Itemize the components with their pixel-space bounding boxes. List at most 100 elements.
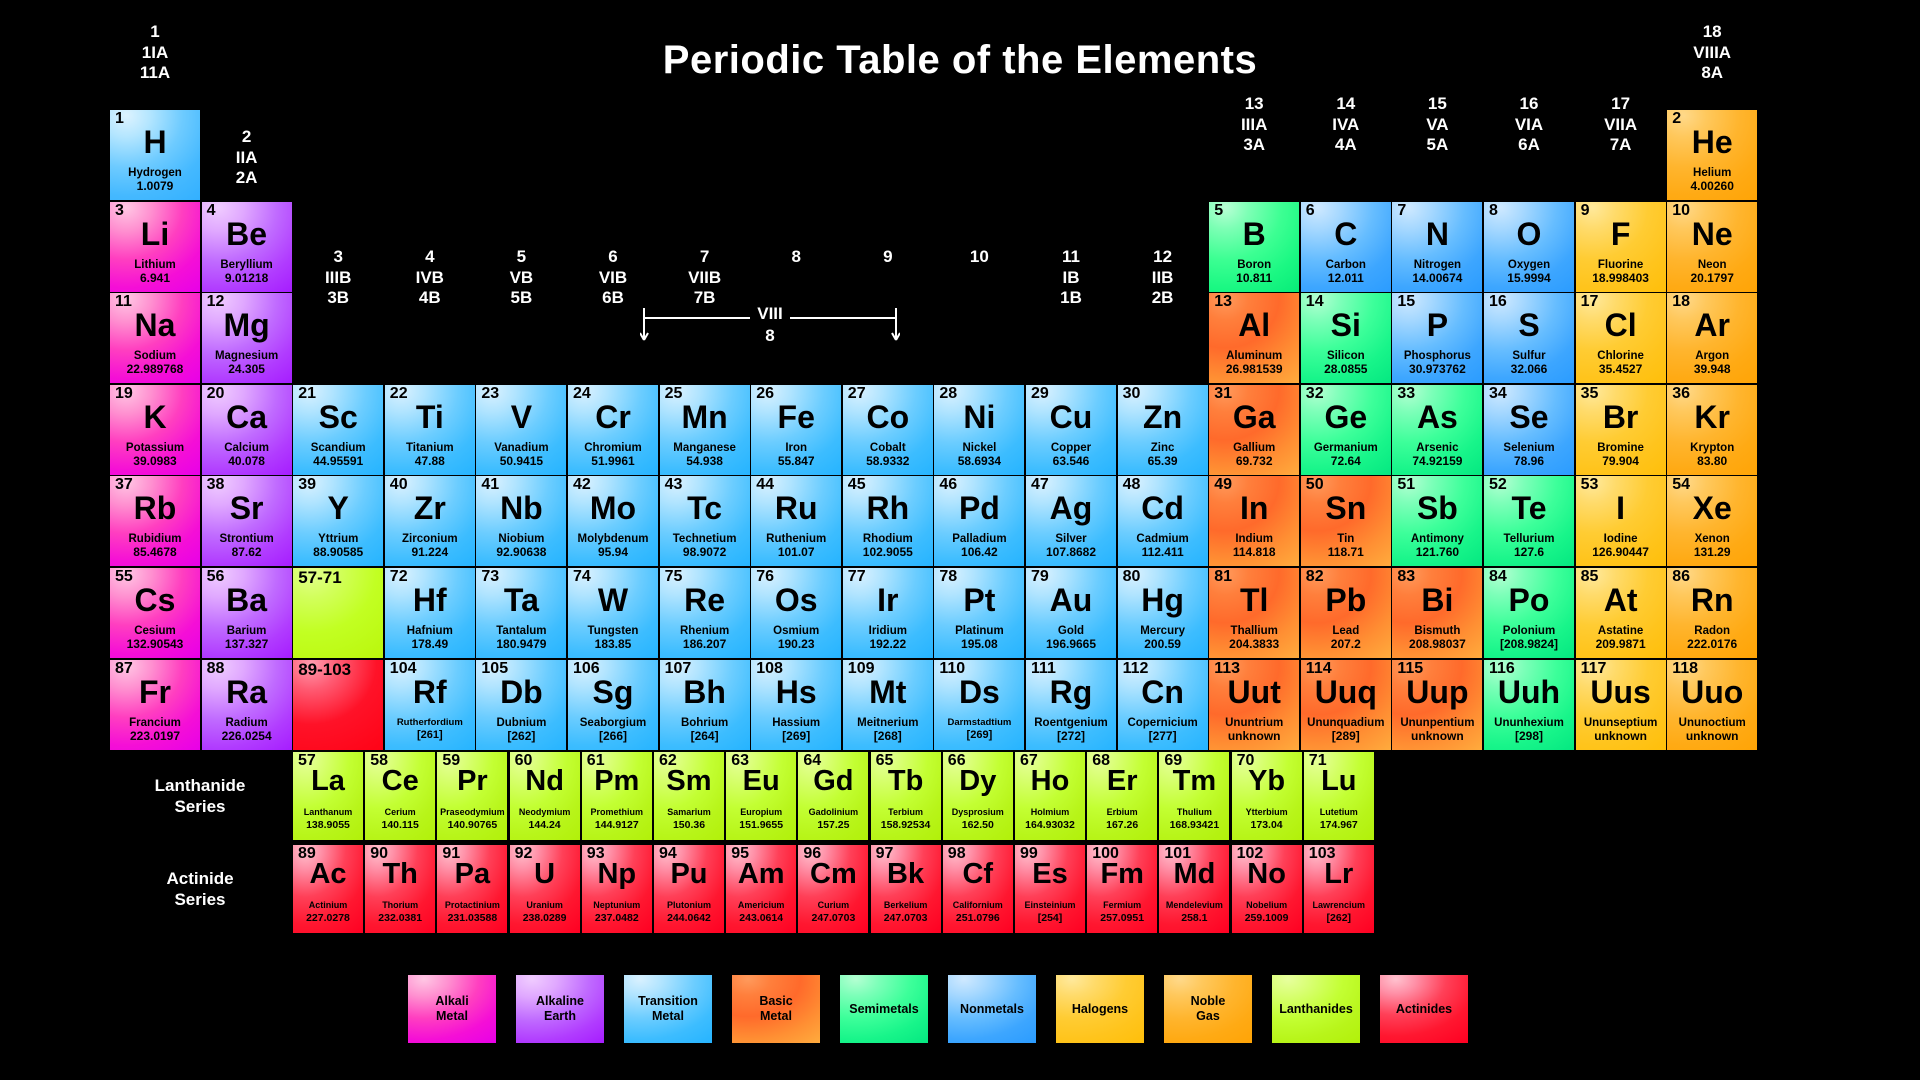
- element-cell-lr[interactable]: 103 Lr Lawrencium [262]: [1303, 845, 1374, 933]
- element-cell-es[interactable]: 99 Es Einsteinium [254]: [1015, 845, 1085, 933]
- element-cell-fe[interactable]: 26 Fe Iron 55.847: [751, 384, 842, 475]
- element-cell-cn[interactable]: 112 Cn Copernicium [277]: [1117, 659, 1208, 750]
- element-cell-bh[interactable]: 107 Bh Bohrium [264]: [659, 659, 750, 750]
- element-cell-w[interactable]: 74 W Tungsten 183.85: [568, 568, 658, 658]
- element-cell-th[interactable]: 90 Th Thorium 232.0381: [365, 845, 436, 933]
- legend-item-basic[interactable]: Basic Metal: [732, 975, 820, 1043]
- element-cell-sg[interactable]: 106 Sg Seaborgium [266]: [568, 659, 658, 750]
- element-cell-md[interactable]: 101 Md Mendelevium 258.1: [1159, 845, 1230, 933]
- element-cell-nb[interactable]: 41 Nb Niobium 92.90638: [476, 476, 567, 567]
- element-cell-br[interactable]: 35 Br Bromine 79.904: [1575, 384, 1666, 475]
- element-cell-mt[interactable]: 109 Mt Meitnerium [268]: [842, 659, 933, 750]
- element-cell-eu[interactable]: 63 Eu Europium 151.9655: [726, 752, 797, 840]
- element-cell-i[interactable]: 53 I Iodine 126.90447: [1575, 476, 1666, 567]
- element-cell-ti[interactable]: 22 Ti Titanium 47.88: [384, 384, 475, 475]
- element-cell-cf[interactable]: 98 Cf Californium 251.0796: [942, 845, 1013, 933]
- element-cell-sb[interactable]: 51 Sb Antimony 121.760: [1392, 476, 1483, 567]
- element-cell-ne[interactable]: 10 Ne Neon 20.1797: [1667, 201, 1758, 292]
- element-cell-f[interactable]: 9 F Fluorine 18.998403: [1575, 201, 1666, 292]
- element-cell-he[interactable]: 2 He Helium 4.00260: [1667, 110, 1758, 200]
- element-cell-ho[interactable]: 67 Ho Holmium 164.93032: [1015, 752, 1085, 840]
- element-cell-gd[interactable]: 64 Gd Gadolinium 157.25: [798, 752, 869, 840]
- legend-item-transition[interactable]: Transition Metal: [624, 975, 712, 1043]
- element-cell-uuo[interactable]: 118 Uuo Ununoctium unknown: [1667, 659, 1758, 750]
- element-cell-te[interactable]: 52 Te Tellurium 127.6: [1484, 476, 1574, 567]
- element-cell-ce[interactable]: 58 Ce Cerium 140.115: [365, 752, 436, 840]
- element-cell-rh[interactable]: 45 Rh Rhodium 102.9055: [842, 476, 933, 567]
- element-cell-am[interactable]: 95 Am Americium 243.0614: [726, 845, 797, 933]
- element-cell-tc[interactable]: 43 Tc Technetium 98.9072: [659, 476, 750, 567]
- element-cell-xe[interactable]: 54 Xe Xenon 131.29: [1667, 476, 1758, 567]
- element-cell-rn[interactable]: 86 Rn Radon 222.0176: [1667, 568, 1758, 658]
- element-cell-y[interactable]: 39 Y Yttrium 88.90585: [293, 476, 384, 567]
- element-cell-si[interactable]: 14 Si Silicon 28.0855: [1300, 293, 1391, 384]
- element-cell-mg[interactable]: 12 Mg Magnesium 24.305: [201, 293, 292, 384]
- legend-item-noble[interactable]: Noble Gas: [1164, 975, 1252, 1043]
- element-cell-hs[interactable]: 108 Hs Hassium [269]: [751, 659, 842, 750]
- element-cell-ds[interactable]: 110 Ds Darmstadtium [269]: [934, 659, 1025, 750]
- element-cell-uuh[interactable]: 116 Uuh Ununhexium [298]: [1484, 659, 1574, 750]
- element-cell-k[interactable]: 19 K Potassium 39.0983: [110, 384, 200, 475]
- element-cell-se[interactable]: 34 Se Selenium 78.96: [1484, 384, 1574, 475]
- element-cell-pm[interactable]: 61 Pm Promethium 144.9127: [581, 752, 652, 840]
- element-cell-cs[interactable]: 55 Cs Cesium 132.90543: [110, 568, 200, 658]
- element-cell-uuq[interactable]: 114 Uuq Ununquadium [289]: [1300, 659, 1391, 750]
- element-cell-uut[interactable]: 113 Uut Ununtrium unknown: [1209, 659, 1300, 750]
- element-cell-sm[interactable]: 62 Sm Samarium 150.36: [654, 752, 724, 840]
- element-cell-cd[interactable]: 48 Cd Cadmium 112.411: [1117, 476, 1208, 567]
- element-cell-no[interactable]: 102 No Nobelium 259.1009: [1231, 845, 1302, 933]
- element-cell-li[interactable]: 3 Li Lithium 6.941: [110, 201, 200, 292]
- element-cell-al[interactable]: 13 Al Aluminum 26.981539: [1209, 293, 1300, 384]
- element-cell-ca[interactable]: 20 Ca Calcium 40.078: [201, 384, 292, 475]
- element-cell-uup[interactable]: 115 Uup Ununpentium unknown: [1392, 659, 1483, 750]
- element-cell-tm[interactable]: 69 Tm Thulium 168.93421: [1159, 752, 1230, 840]
- element-cell-au[interactable]: 79 Au Gold 196.9665: [1026, 568, 1116, 658]
- element-cell-pr[interactable]: 59 Pr Praseodymium 140.90765: [437, 752, 508, 840]
- element-cell-rb[interactable]: 37 Rb Rubidium 85.4678: [110, 476, 200, 567]
- element-cell-s[interactable]: 16 S Sulfur 32.066: [1484, 293, 1574, 384]
- legend-item-alkali[interactable]: Alkali Metal: [408, 975, 496, 1043]
- element-cell-pt[interactable]: 78 Pt Platinum 195.08: [934, 568, 1025, 658]
- element-cell-in[interactable]: 49 In Indium 114.818: [1209, 476, 1300, 567]
- element-cell-na[interactable]: 11 Na Sodium 22.989768: [110, 293, 200, 384]
- element-cell-cm[interactable]: 96 Cm Curium 247.0703: [798, 845, 869, 933]
- element-cell-ra[interactable]: 88 Ra Radium 226.0254: [201, 659, 292, 750]
- element-cell-ag[interactable]: 47 Ag Silver 107.8682: [1026, 476, 1116, 567]
- element-cell-p[interactable]: 15 P Phosphorus 30.973762: [1392, 293, 1483, 384]
- element-cell-n[interactable]: 7 N Nitrogen 14.00674: [1392, 201, 1483, 292]
- element-cell-cr[interactable]: 24 Cr Chromium 51.9961: [568, 384, 658, 475]
- element-cell-re[interactable]: 75 Re Rhenium 186.207: [659, 568, 750, 658]
- element-cell-nd[interactable]: 60 Nd Neodymium 144.24: [509, 752, 580, 840]
- element-cell-lu[interactable]: 71 Lu Lutetium 174.967: [1303, 752, 1374, 840]
- element-cell-mn[interactable]: 25 Mn Manganese 54.938: [659, 384, 750, 475]
- element-cell-ni[interactable]: 28 Ni Nickel 58.6934: [934, 384, 1025, 475]
- element-cell-ge[interactable]: 32 Ge Germanium 72.64: [1300, 384, 1391, 475]
- element-cell-cu[interactable]: 29 Cu Copper 63.546: [1026, 384, 1116, 475]
- element-cell-pa[interactable]: 91 Pa Protactinium 231.03588: [437, 845, 508, 933]
- element-cell-er[interactable]: 68 Er Erbium 167.26: [1087, 752, 1158, 840]
- legend-item-alkaline[interactable]: Alkaline Earth: [516, 975, 604, 1043]
- element-cell-as[interactable]: 33 As Arsenic 74.92159: [1392, 384, 1483, 475]
- element-cell-ar[interactable]: 18 Ar Argon 39.948: [1667, 293, 1758, 384]
- element-cell-ba[interactable]: 56 Ba Barium 137.327: [201, 568, 292, 658]
- element-cell-pd[interactable]: 46 Pd Palladium 106.42: [934, 476, 1025, 567]
- element-cell-zn[interactable]: 30 Zn Zinc 65.39: [1117, 384, 1208, 475]
- element-cell-la[interactable]: 57 La Lanthanum 138.9055: [293, 752, 363, 840]
- element-cell-zr[interactable]: 40 Zr Zirconium 91.224: [384, 476, 475, 567]
- element-cell-os[interactable]: 76 Os Osmium 190.23: [751, 568, 842, 658]
- element-cell-sn[interactable]: 50 Sn Tin 118.71: [1300, 476, 1391, 567]
- element-cell-uus[interactable]: 117 Uus Ununseptium unknown: [1575, 659, 1666, 750]
- element-cell-pb[interactable]: 82 Pb Lead 207.2: [1300, 568, 1391, 658]
- element-cell-mo[interactable]: 42 Mo Molybdenum 95.94: [568, 476, 658, 567]
- element-cell-sr[interactable]: 38 Sr Strontium 87.62: [201, 476, 292, 567]
- element-cell-pu[interactable]: 94 Pu Plutonium 244.0642: [654, 845, 724, 933]
- element-cell-bi[interactable]: 83 Bi Bismuth 208.98037: [1392, 568, 1483, 658]
- legend-item-actinides[interactable]: Actinides: [1380, 975, 1468, 1043]
- element-cell-ir[interactable]: 77 Ir Iridium 192.22: [842, 568, 933, 658]
- element-cell-ru[interactable]: 44 Ru Ruthenium 101.07: [751, 476, 842, 567]
- element-cell-h[interactable]: 1 H Hydrogen 1.0079: [110, 110, 200, 200]
- element-cell-at[interactable]: 85 At Astatine 209.9871: [1575, 568, 1666, 658]
- legend-item-halogens[interactable]: Halogens: [1056, 975, 1144, 1043]
- element-cell-be[interactable]: 4 Be Beryllium 9.01218: [201, 201, 292, 292]
- series-placeholder-89-103[interactable]: 89-103: [293, 659, 384, 750]
